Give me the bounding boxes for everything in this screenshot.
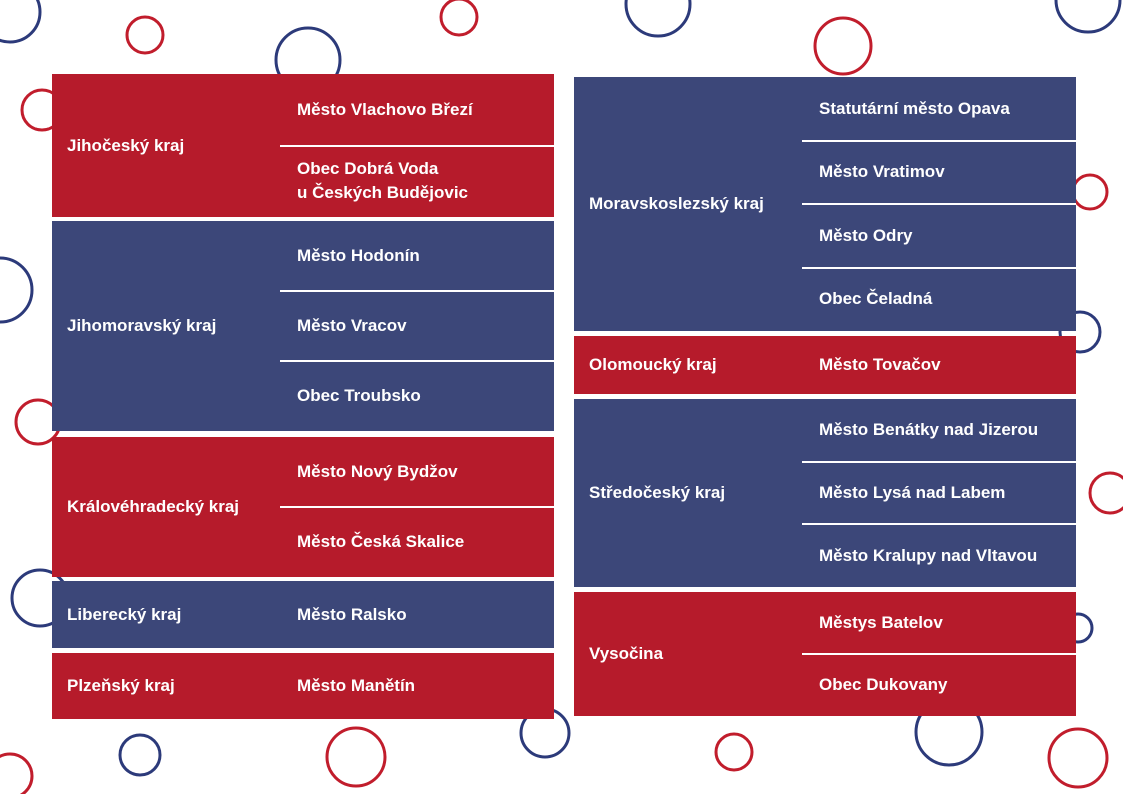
region-group: Liberecký kraj Město Ralsko <box>52 581 554 648</box>
decorative-circle <box>813 16 873 76</box>
region-group: Olomoucký kraj Město Tovačov <box>574 336 1076 394</box>
row-divider <box>280 144 554 147</box>
decorative-circle <box>325 726 387 788</box>
row-divider <box>802 523 1076 526</box>
decorative-circle <box>118 733 162 777</box>
row-divider <box>802 203 1076 205</box>
row-divider <box>280 360 554 362</box>
decorative-circle <box>125 15 165 55</box>
region-group: Královéhradecký kraj Město Nový Bydžov Měs… <box>52 437 554 577</box>
region-name: Plzeňský kraj <box>67 676 175 695</box>
decorative-circle <box>1071 173 1109 211</box>
municipality-name: Obec Čeladná <box>819 289 933 309</box>
region-name: Liberecký kraj <box>67 604 182 624</box>
region-group: Jihomoravský kraj Město Hodonín Město Vrac… <box>52 221 554 431</box>
municipality-name: Město Tovačov <box>819 355 941 374</box>
municipality-name: Město Hodonín <box>297 246 420 265</box>
row-divider <box>802 653 1076 655</box>
decorative-circle <box>624 0 692 38</box>
decorative-circle <box>1088 471 1123 515</box>
municipality-name: Město Kralupy nad Vltavou <box>819 545 1038 565</box>
municipality-name: Město Benátky nad Jizerou <box>819 420 1039 440</box>
row-divider <box>280 290 554 292</box>
decorative-circle <box>0 256 34 324</box>
region-name: Středočeský kraj <box>589 483 726 502</box>
decorative-circle <box>0 0 42 44</box>
municipality-name: Město Vlachovo Březí <box>297 99 473 119</box>
row-divider <box>802 460 1076 463</box>
region-name: Olomoucký kraj <box>589 355 717 374</box>
region-name: Vysočina <box>589 644 664 663</box>
decorative-circle <box>1058 310 1102 354</box>
municipality-name: Město Nový Bydžov <box>297 462 458 481</box>
municipality-name: Město Vratimov <box>819 162 945 182</box>
region-name: Jihomoravský kraj <box>67 316 217 335</box>
municipality-name: Obec Dobrá Voda u Českých Budějovic <box>297 159 469 203</box>
region-name: Jihočeský kraj <box>67 135 185 155</box>
region-group: Plzeňský kraj Město Manětín <box>52 653 554 719</box>
municipality-name: Obec Dukovany <box>819 675 948 694</box>
municipality-name: Město Vracov <box>297 316 407 335</box>
municipality-name: Město Lysá nad Labem <box>819 482 1006 502</box>
row-divider <box>280 506 554 508</box>
row-divider <box>802 139 1076 142</box>
municipality-name: Město Manětín <box>297 676 416 695</box>
region-group: Středočeský kraj Město Benátky nad Jizero… <box>574 399 1076 587</box>
region-group: Jihočeský kraj Město Vlachovo Březí Obec D… <box>52 74 554 217</box>
row-divider <box>802 266 1076 269</box>
region-group: Vysočina Městys Batelov Obec Dukovany <box>574 592 1076 716</box>
municipality-name: Město Česká Skalice <box>297 532 465 551</box>
municipality-name: Statutární město Opava <box>819 98 1010 118</box>
region-name: Královéhradecký kraj <box>67 497 239 516</box>
municipality-name: Město Ralsko <box>297 604 407 624</box>
decorative-circle <box>439 0 479 37</box>
municipality-name: Městys Batelov <box>819 613 943 632</box>
region-name: Moravskoslezský kraj <box>589 194 764 213</box>
region-group: Moravskoslezský kraj Statutární město Opa… <box>574 77 1076 331</box>
decorative-circle <box>0 752 34 794</box>
municipality-name: Obec Troubsko <box>297 386 421 405</box>
municipality-name: Město Odry <box>819 225 913 245</box>
decorative-circle <box>1054 0 1122 34</box>
decorative-circle <box>714 732 754 772</box>
decorative-circle <box>1047 727 1109 789</box>
